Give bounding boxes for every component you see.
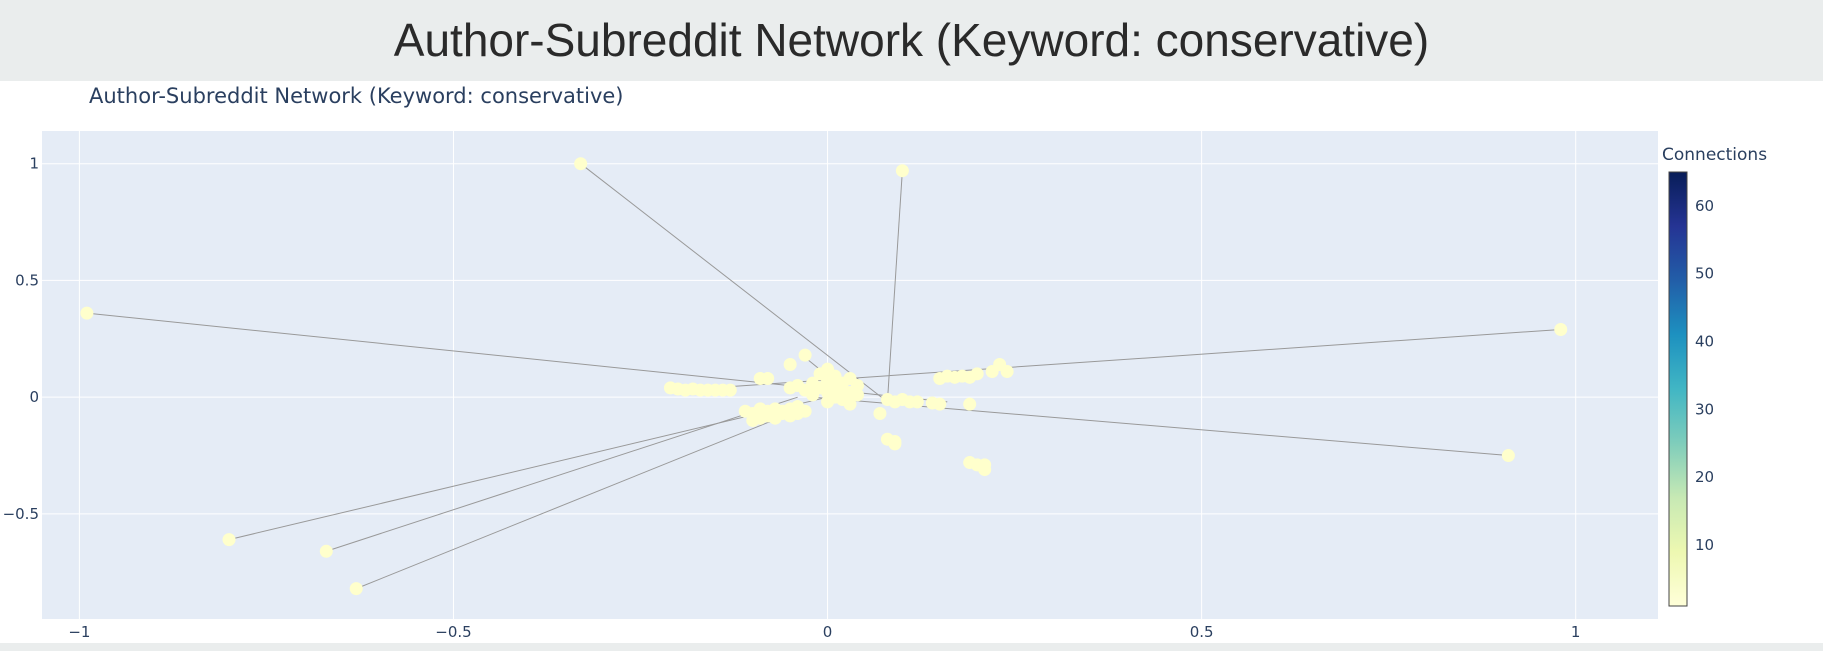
node-layer: [80, 157, 1568, 596]
network-edge: [356, 413, 791, 590]
x-tick-label: 0: [823, 623, 833, 641]
node-point[interactable]: [970, 367, 984, 381]
node-point[interactable]: [798, 404, 812, 418]
node-point[interactable]: [843, 397, 857, 411]
network-edge: [326, 396, 798, 552]
colorbar-tick-label: 60: [1695, 197, 1714, 215]
y-tick-label: 1: [29, 155, 39, 173]
network-edge: [886, 170, 903, 402]
colorbar-tick-label: 30: [1695, 400, 1714, 418]
node-point[interactable]: [798, 348, 812, 362]
network-edge: [580, 163, 888, 403]
node-point[interactable]: [978, 463, 992, 477]
node-point[interactable]: [1000, 364, 1014, 378]
node-point[interactable]: [222, 533, 236, 547]
node-point[interactable]: [910, 395, 924, 409]
y-tick-label: 0: [29, 388, 39, 406]
x-tick-label: −0.5: [435, 623, 471, 641]
colorbar-tick-label: 20: [1695, 468, 1714, 486]
page-header: Author-Subreddit Network (Keyword: conse…: [0, 0, 1823, 80]
x-tick-label: −1: [68, 623, 90, 641]
page-title: Author-Subreddit Network (Keyword: conse…: [393, 14, 1430, 66]
node-point[interactable]: [1501, 449, 1515, 463]
network-edge: [228, 396, 828, 541]
node-point[interactable]: [783, 357, 797, 371]
node-point[interactable]: [843, 372, 857, 386]
chart-card: Author-Subreddit Network (Keyword: conse…: [0, 81, 1823, 643]
node-point[interactable]: [1554, 322, 1568, 336]
x-tick-label: 0.5: [1190, 623, 1214, 641]
colorbar-tick-label: 50: [1695, 265, 1714, 283]
network-chart[interactable]: −1 −0.5 0 0.5 1 1 0.5 0 −0.5 Connections 10 20 30 4…: [0, 81, 1823, 643]
node-point[interactable]: [888, 435, 902, 449]
node-point[interactable]: [873, 407, 887, 421]
y-tick-label: 0.5: [15, 271, 39, 289]
colorbar: Connections 10 20 30 40 50 60: [1662, 145, 1767, 607]
colorbar-ticks: 10 20 30 40 50 60: [1695, 197, 1714, 554]
node-point[interactable]: [319, 544, 333, 558]
y-tick-label: −0.5: [3, 505, 39, 523]
node-point[interactable]: [574, 157, 588, 171]
node-point[interactable]: [723, 383, 737, 397]
colorbar-tick-label: 10: [1695, 536, 1714, 554]
colorbar-tick-label: 40: [1695, 333, 1714, 351]
colorbar-title: Connections: [1662, 145, 1767, 165]
colorbar-gradient: [1668, 171, 1688, 607]
chart-title: Author-Subreddit Network (Keyword: conse…: [89, 84, 624, 108]
node-point[interactable]: [80, 306, 94, 320]
bottom-strip: [0, 643, 1823, 651]
node-point[interactable]: [349, 582, 363, 596]
node-point[interactable]: [933, 397, 947, 411]
node-point[interactable]: [895, 164, 909, 178]
node-point[interactable]: [761, 372, 775, 386]
node-point[interactable]: [850, 388, 864, 402]
x-tick-label: 1: [1571, 623, 1581, 641]
node-point[interactable]: [963, 397, 977, 411]
axis-labels: −1 −0.5 0 0.5 1 1 0.5 0 −0.5: [3, 155, 1581, 641]
